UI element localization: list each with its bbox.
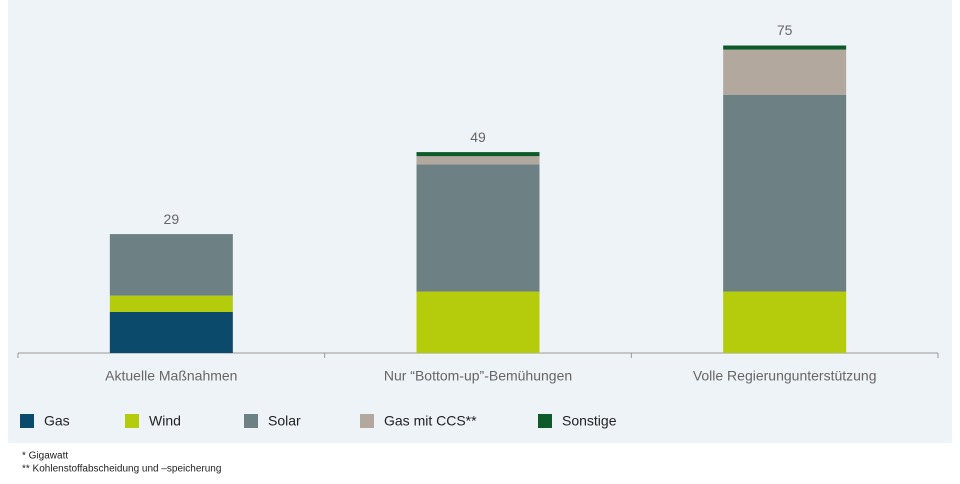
bar-segment [416, 152, 540, 157]
legend-label: Wind [149, 413, 181, 429]
bar-segment [109, 312, 233, 353]
total-label: 49 [470, 129, 486, 145]
bar-segment [416, 156, 540, 165]
legend-label: Sonstige [562, 413, 617, 429]
bar-segment [723, 291, 847, 353]
legend-swatch [125, 414, 139, 428]
bar-segment [723, 45, 847, 50]
legend-swatch [538, 414, 552, 428]
bar-segment [416, 291, 540, 353]
x-tick-label: Volle Regierungunterstützung [693, 368, 877, 384]
bar-segment [723, 49, 847, 95]
total-label: 75 [777, 22, 793, 38]
bar-segment [109, 295, 233, 312]
legend-swatch [20, 414, 34, 428]
legend-label: Gas [44, 413, 70, 429]
legend-swatch [244, 414, 258, 428]
footnote: ** Kohlenstoffabscheidung und –speicheru… [22, 464, 221, 475]
legend-swatch [360, 414, 374, 428]
x-tick-label: Nur “Bottom-up”-Bemühungen [384, 368, 572, 384]
x-tick-label: Aktuelle Maßnahmen [105, 368, 237, 384]
footnote: * Gigawatt [22, 451, 68, 462]
total-label: 29 [164, 211, 180, 227]
bar-segment [109, 234, 233, 296]
bar-segment [723, 94, 847, 292]
bar-segment [416, 164, 540, 292]
legend-label: Gas mit CCS** [384, 413, 477, 429]
legend-label: Solar [268, 413, 301, 429]
